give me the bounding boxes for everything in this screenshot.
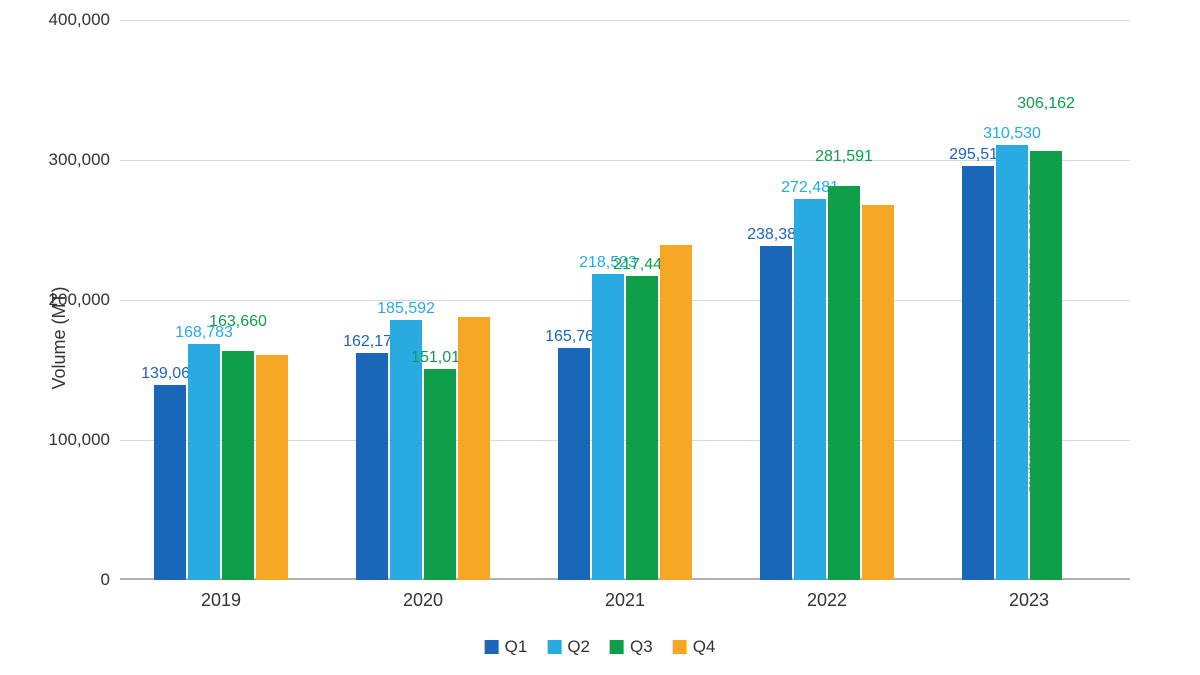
bar-q3: 306,162 (1030, 151, 1062, 580)
grid-line (120, 20, 1130, 21)
bar-q1: 295,518 (962, 166, 994, 580)
bar-value-label: 306,162 (1017, 95, 1075, 113)
bar-value-label: 310,530 (983, 125, 1041, 143)
legend-item-q3: Q3 (610, 637, 653, 657)
volume-chart: Volume (MT) Source: CnA Ecuador | © Shri… (0, 0, 1200, 675)
bar-value-label: 281,591 (815, 148, 873, 166)
bar-q2: 168,783 (188, 344, 220, 580)
y-tick-label: 200,000 (49, 290, 110, 310)
legend-label: Q2 (567, 637, 590, 657)
x-tick-label: 2023 (1009, 590, 1049, 611)
bar-q4 (256, 355, 288, 580)
x-tick-label: 2021 (605, 590, 645, 611)
bar-q4 (458, 317, 490, 580)
legend-swatch (547, 640, 561, 654)
legend: Q1 Q2 Q3 Q4 (485, 637, 716, 657)
bar-q4 (862, 205, 894, 580)
y-tick-label: 0 (101, 570, 110, 590)
y-tick-label: 300,000 (49, 150, 110, 170)
bar-q3: 217,442 (626, 276, 658, 580)
x-tick-label: 2020 (403, 590, 443, 611)
bar-value-label: 163,660 (209, 313, 267, 331)
bar-q3: 163,660 (222, 351, 254, 580)
legend-item-q1: Q1 (485, 637, 528, 657)
legend-item-q2: Q2 (547, 637, 590, 657)
bar-q2: 272,481 (794, 199, 826, 580)
x-tick-label: 2019 (201, 590, 241, 611)
bar-q1: 139,060 (154, 385, 186, 580)
legend-label: Q3 (630, 637, 653, 657)
legend-label: Q4 (693, 637, 716, 657)
bar-q1: 162,170 (356, 353, 388, 580)
bar-q2: 310,530 (996, 145, 1028, 580)
legend-label: Q1 (505, 637, 528, 657)
legend-item-q4: Q4 (673, 637, 716, 657)
bar-value-label: 185,592 (377, 300, 435, 318)
x-tick-label: 2022 (807, 590, 847, 611)
legend-swatch (610, 640, 624, 654)
y-tick-label: 400,000 (49, 10, 110, 30)
bar-q3: 281,591 (828, 186, 860, 580)
legend-swatch (485, 640, 499, 654)
legend-swatch (673, 640, 687, 654)
bar-q1: 238,386 (760, 246, 792, 580)
bar-q1: 165,768 (558, 348, 590, 580)
y-tick-label: 100,000 (49, 430, 110, 450)
bar-q2: 218,523 (592, 274, 624, 580)
plot-area: 0100,000200,000300,000400,0002019139,060… (120, 20, 1130, 580)
bar-q3: 151,014 (424, 369, 456, 580)
bar-q4 (660, 245, 692, 580)
